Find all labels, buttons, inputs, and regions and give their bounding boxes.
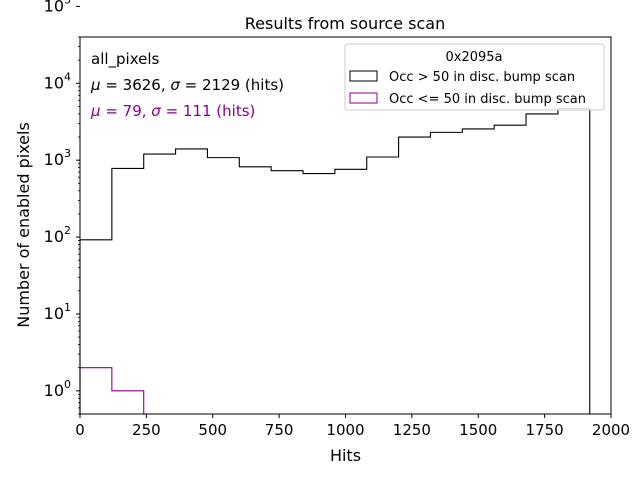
y-tick-label: 100 [44,378,71,400]
x-tick-label: 750 [265,421,294,439]
legend-title: 0x2095a [445,50,502,65]
x-tick-label: 1750 [526,421,564,439]
x-tick-label: 1250 [393,421,431,439]
y-tick-label: 102 [44,224,71,246]
legend-box [344,43,605,111]
y-tick-label: 103 [44,147,71,169]
chart-title: Results from source scan [245,14,445,33]
x-tick-label: 250 [132,421,161,439]
x-tick-label: 1000 [326,421,364,439]
y-axis-label: Number of enabled pixels [14,122,33,328]
x-tick-label: 2000 [592,421,630,439]
annotation-label: all_pixels [91,50,160,69]
x-axis-label: Hits [330,446,361,465]
stats-line-all: μ = 3626, σ = 2129 (hits) [90,76,284,94]
y-tick-label: 104 [44,70,71,92]
stats-line-low-occ: μ = 79, σ = 111 (hits) [90,102,255,120]
x-tick-label: 0 [75,421,85,439]
legend: 0x2095a Occ > 50 in disc. bump scan Occ … [344,43,605,111]
y-axis-ticks: 100 101 102 103 104 105 [44,0,80,415]
legend-swatch-low-occ [349,92,378,104]
histogram-series-0 [79,107,591,414]
legend-entry-low-occ: Occ <= 50 in disc. bump scan [389,92,586,107]
legend-swatch-high-occ [349,70,378,82]
legend-entry-high-occ: Occ > 50 in disc. bump scan [389,70,575,85]
x-tick-label: 500 [198,421,227,439]
y-tick-label: 105 [44,0,71,15]
y-tick-label: 101 [44,301,71,323]
x-axis-ticks: 0 250 500 750 1000 1250 1500 1750 2000 [75,414,630,439]
x-tick-label: 1500 [459,421,497,439]
